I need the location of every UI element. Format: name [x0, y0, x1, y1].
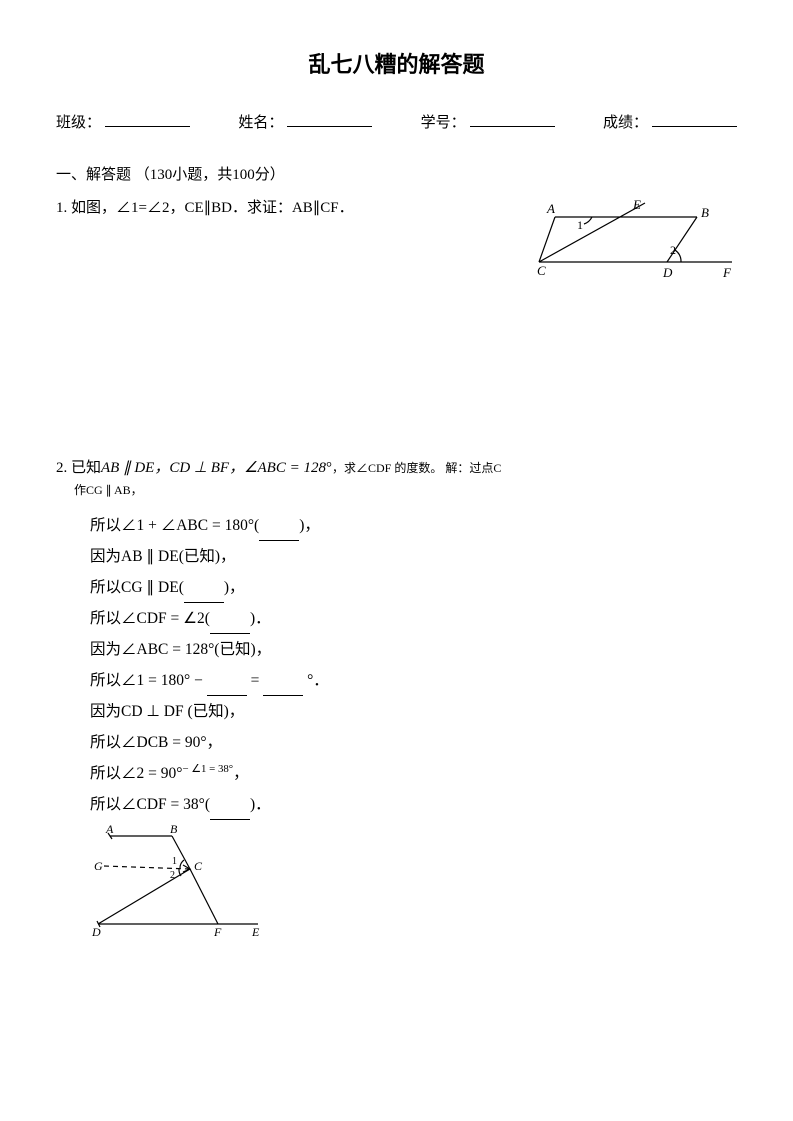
q2-line2: 作CG ∥ AB， — [56, 483, 143, 497]
q1-body: 如图，∠1=∠2，CE∥BD．求证：AB∥CF． — [71, 200, 354, 216]
no-label: 学号： — [421, 112, 466, 135]
q2-s6-blank2[interactable] — [263, 679, 303, 696]
q2-svg: A B C G D F E 1 2 — [90, 824, 280, 939]
q2-s3b: )， — [224, 579, 245, 596]
q2-lbl-2: 2 — [170, 870, 175, 881]
q2-s7: 因为CD ⊥ DF (已知)， — [90, 696, 737, 727]
student-info-row: 班级： 姓名： 学号： 成绩： — [56, 109, 737, 134]
no-blank[interactable] — [470, 109, 555, 127]
q2-s4-blank[interactable] — [210, 617, 250, 634]
q2-lbl-C: C — [194, 859, 203, 873]
q2-s9c: ， — [233, 765, 249, 782]
score-blank[interactable] — [652, 109, 737, 127]
q2-s1-blank[interactable] — [259, 524, 299, 541]
question-2: 2. 已知AB ∥ DE，CD ⊥ BF，∠ABC = 128°，求∠CDF 的… — [56, 457, 737, 939]
q2-s4: 所以∠CDF = ∠2( )． — [90, 603, 737, 634]
q1-svg: A E B C D F 1 2 — [537, 197, 737, 287]
q2-s1b: )， — [299, 517, 320, 534]
q2-s1: 所以∠1 + ∠ABC = 180°( )， — [90, 510, 737, 541]
q1-lbl-C: C — [537, 263, 546, 278]
q2-s3-blank[interactable] — [184, 586, 224, 603]
q2-s9b: − ∠1 = 38° — [182, 762, 233, 774]
q2-s6b: = — [251, 672, 260, 689]
class-blank[interactable] — [105, 109, 190, 127]
q1-lbl-B: B — [701, 205, 709, 220]
q1-lbl-2: 2 — [670, 243, 676, 257]
no-field: 学号： — [421, 109, 555, 134]
q2-s3a: 所以CG ∥ DE( — [90, 579, 184, 596]
q2-lbl-G: G — [94, 859, 103, 873]
q2-lbl-B: B — [170, 824, 178, 836]
q2-lbl-E: E — [251, 925, 260, 939]
q2-lbl-D: D — [91, 925, 101, 939]
q2-s1a: 所以∠1 + ∠ABC = 180°( — [90, 517, 259, 534]
q2-lbl-F: F — [213, 925, 222, 939]
q1-figure: A E B C D F 1 2 — [537, 197, 737, 287]
q2-s6-blank1[interactable] — [207, 679, 247, 696]
q1-text: 1. 如图，∠1=∠2，CE∥BD．求证：AB∥CF． — [56, 197, 517, 220]
q2-s4b: )． — [250, 610, 271, 627]
q2-s10a: 所以∠CDF = 38°( — [90, 796, 210, 813]
q1-lbl-F: F — [722, 265, 732, 280]
q2-s4a: 所以∠CDF = ∠2( — [90, 610, 210, 627]
score-label: 成绩： — [603, 112, 648, 135]
q2-s6c: °． — [307, 672, 329, 689]
q2-steps: 所以∠1 + ∠ABC = 180°( )， 因为AB ∥ DE(已知)， 所以C… — [56, 510, 737, 820]
score-field: 成绩： — [603, 109, 737, 134]
q1-lbl-E: E — [632, 197, 641, 212]
q2-expr1: AB ∥ DE，CD ⊥ BF，∠ABC = 128 — [101, 460, 326, 476]
q2-s5: 因为∠ABC = 128°(已知)， — [90, 634, 737, 665]
q2-pre: 已知 — [71, 460, 101, 476]
q2-figure: A B C G D F E 1 2 — [90, 824, 737, 939]
class-label: 班级： — [56, 112, 101, 135]
section-heading: 一、解答题 （130小题，共100分） — [56, 164, 737, 187]
q2-s6a: 所以∠1 = 180° − — [90, 672, 203, 689]
q1-lbl-1: 1 — [577, 218, 583, 232]
q2-s10b: )． — [250, 796, 271, 813]
question-1: 1. 如图，∠1=∠2，CE∥BD．求证：AB∥CF． — [56, 197, 737, 287]
name-field: 姓名： — [238, 109, 372, 134]
name-blank[interactable] — [287, 109, 372, 127]
q2-s9a: 所以∠2 = 90° — [90, 765, 182, 782]
q1-lbl-D: D — [662, 265, 673, 280]
q1-number: 1. — [56, 200, 67, 216]
q2-tail: ，求∠CDF 的度数。 解：过点C — [332, 461, 501, 475]
q2-s3: 所以CG ∥ DE( )， — [90, 572, 737, 603]
page-title: 乱七八糟的解答题 — [56, 48, 737, 81]
q2-lbl-A: A — [105, 824, 114, 836]
q2-s6: 所以∠1 = 180° − = °． — [90, 665, 737, 696]
q2-s9: 所以∠2 = 90°− ∠1 = 38°， — [90, 758, 737, 789]
name-label: 姓名： — [238, 112, 283, 135]
q2-s8: 所以∠DCB = 90°， — [90, 727, 737, 758]
q2-s2: 因为AB ∥ DE(已知)， — [90, 541, 737, 572]
q2-s10-blank[interactable] — [210, 803, 250, 820]
q2-number: 2. — [56, 460, 67, 476]
q2-s10: 所以∠CDF = 38°( )． — [90, 789, 737, 820]
class-field: 班级： — [56, 109, 190, 134]
q1-lbl-A: A — [546, 201, 555, 216]
q2-lbl-1: 1 — [172, 856, 177, 867]
q2-heading: 2. 已知AB ∥ DE，CD ⊥ BF，∠ABC = 128°，求∠CDF 的… — [56, 457, 737, 502]
